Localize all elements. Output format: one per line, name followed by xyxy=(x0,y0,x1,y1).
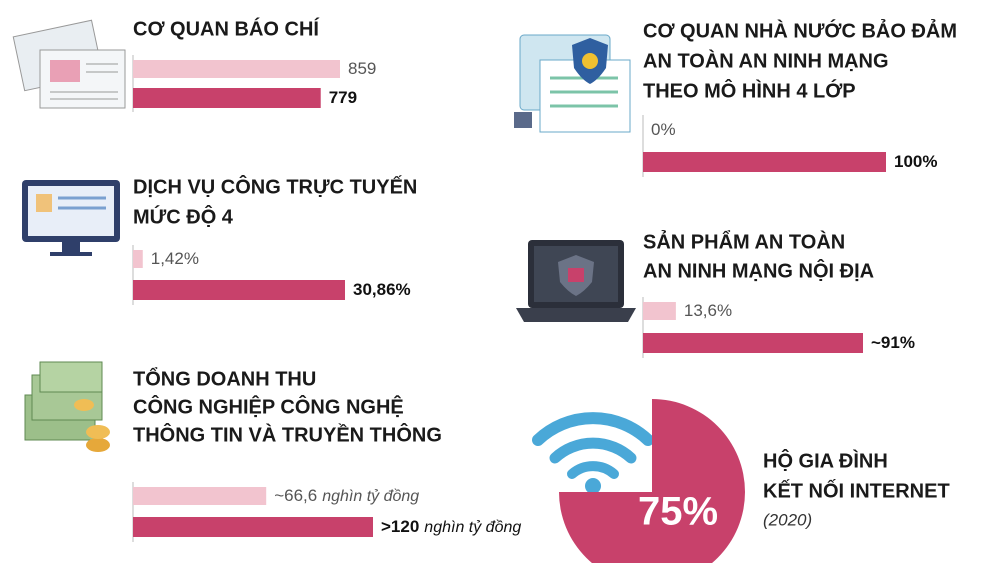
value-text: 859 xyxy=(348,59,376,78)
panel-title: THEO MÔ HÌNH 4 LỚP xyxy=(643,78,856,102)
bar xyxy=(133,88,321,108)
bar xyxy=(133,250,143,268)
panel-title: CƠ QUAN BÁO CHÍ xyxy=(133,17,319,40)
panel-title: TỔNG DOANH THU xyxy=(133,366,316,390)
value-label: 13,6% xyxy=(684,301,732,320)
value-label: 859 xyxy=(348,59,376,78)
value-label: 0% xyxy=(651,120,676,139)
value-label: 1,42% xyxy=(151,249,199,268)
bar xyxy=(133,280,345,300)
laptop-lock-icon xyxy=(516,240,636,322)
bar xyxy=(133,60,340,78)
value-label: 30,86% xyxy=(353,280,411,299)
value-label: ~91% xyxy=(871,333,915,352)
document-shield-icon xyxy=(514,35,630,132)
panel-title: AN TOÀN AN NINH MẠNG xyxy=(643,49,889,72)
infographic: CƠ QUAN BÁO CHÍ 859 779 DỊCH VỤ CÔNG TRỰC T… xyxy=(0,0,983,563)
value-label: ~66,6 nghìn tỷ đồng xyxy=(274,486,419,505)
value-text: 13,6% xyxy=(684,301,732,320)
value-label: 100% xyxy=(894,152,937,171)
value-text: >120 xyxy=(381,517,419,536)
value-text: 779 xyxy=(329,88,357,107)
value-text: ~91% xyxy=(871,333,915,352)
panel-title: CƠ QUAN NHÀ NƯỚC BẢO ĐẢM xyxy=(643,18,957,42)
unit-text: nghìn tỷ đồng xyxy=(424,519,521,536)
bar xyxy=(643,333,863,353)
value-text: 100% xyxy=(894,152,937,171)
value-text: 0% xyxy=(651,120,676,139)
value-text: ~66,6 xyxy=(274,486,317,505)
panel-title: THÔNG TIN VÀ TRUYỀN THÔNG xyxy=(133,422,442,446)
panel-title: SẢN PHẨM AN TOÀN xyxy=(643,230,845,253)
pie-title: HỘ GIA ĐÌNH xyxy=(763,448,888,472)
pie-title: KẾT NỐI INTERNET xyxy=(763,478,950,502)
newspaper-icon xyxy=(13,20,125,108)
bar xyxy=(643,152,886,172)
pie-note: (2020) xyxy=(763,510,812,529)
panel-title: CÔNG NGHIỆP CÔNG NGHỆ xyxy=(133,394,404,418)
value-text: 1,42% xyxy=(151,249,199,268)
panel-title: DỊCH VỤ CÔNG TRỰC TUYẾN xyxy=(133,174,417,198)
bar xyxy=(133,517,373,537)
unit-text: nghìn tỷ đồng xyxy=(322,488,419,505)
wifi-icon xyxy=(538,418,648,494)
value-label: 779 xyxy=(329,88,357,107)
panel-title: AN NINH MẠNG NỘI ĐỊA xyxy=(643,258,874,282)
monitor-icon xyxy=(22,180,120,256)
value-label: >120 nghìn tỷ đồng xyxy=(381,517,521,536)
bar xyxy=(133,487,266,505)
pie-label: 75% xyxy=(638,490,718,534)
money-icon xyxy=(25,362,110,452)
value-text: 30,86% xyxy=(353,280,411,299)
panel-title: MỨC ĐỘ 4 xyxy=(133,204,234,228)
bar xyxy=(643,302,676,320)
